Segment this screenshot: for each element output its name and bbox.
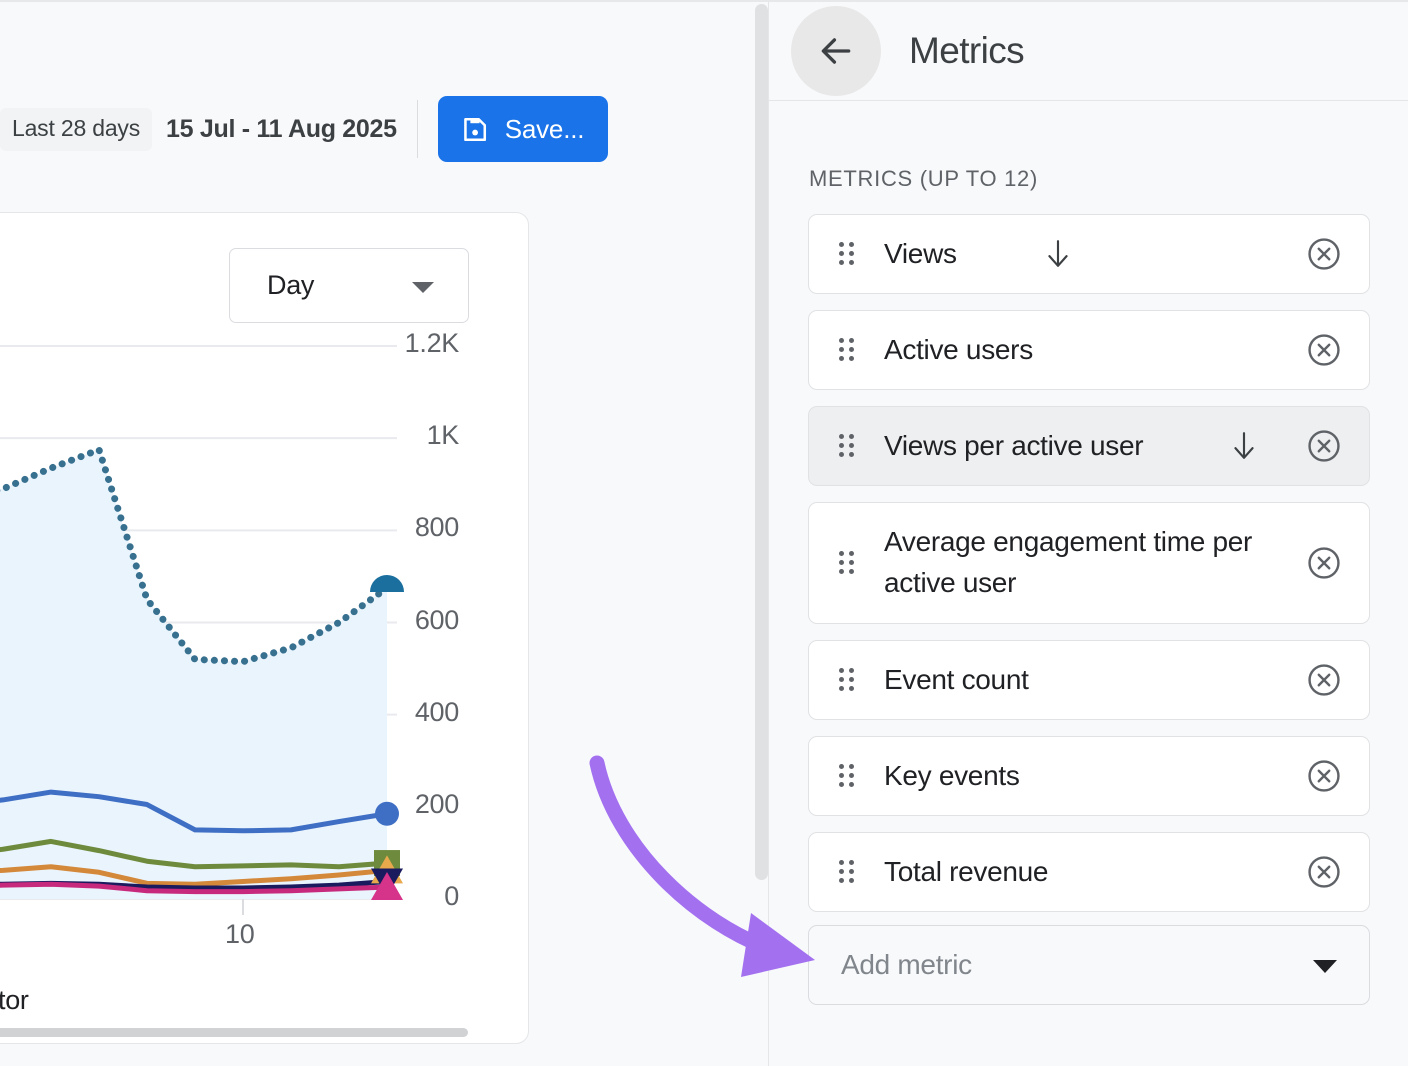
- metric-row[interactable]: Views per active user: [808, 406, 1370, 486]
- chart-ytick-label: 400: [414, 696, 459, 727]
- remove-metric-icon[interactable]: [1307, 237, 1341, 271]
- save-button-label: Save...: [504, 113, 585, 144]
- drag-handle-icon[interactable]: [839, 338, 854, 362]
- chart-horizontal-scrollbar-thumb[interactable]: [0, 1028, 468, 1037]
- page-title: Metrics: [909, 30, 1025, 71]
- chart-series-line: [0, 881, 390, 895]
- chart-series-line: [0, 789, 390, 834]
- date-range-toolbar: Last 28 days 15 Jul - 11 Aug 2025 Save..…: [0, 96, 609, 162]
- report-left-region: Last 28 days 15 Jul - 11 Aug 2025 Save..…: [0, 2, 768, 1066]
- add-metric-select[interactable]: Add metric: [808, 925, 1370, 1005]
- sort-descending-icon[interactable]: [1231, 431, 1257, 461]
- chart-ytick-label: 0: [444, 881, 459, 911]
- save-button[interactable]: Save...: [437, 96, 609, 162]
- granularity-value: Day: [267, 270, 315, 300]
- metric-row[interactable]: Views: [808, 214, 1370, 294]
- chart-end-marker: [370, 574, 404, 592]
- chart-series-line: [0, 446, 391, 666]
- drag-handle-icon[interactable]: [839, 551, 854, 575]
- chart-svg: [0, 345, 404, 915]
- metric-label: Views: [884, 237, 957, 269]
- metric-label: Average engagement time per active user: [884, 526, 1253, 598]
- chart-ytick-label: 800: [414, 512, 459, 543]
- remove-metric-icon[interactable]: [1307, 759, 1341, 793]
- drag-handle-icon[interactable]: [839, 242, 854, 266]
- metric-label: Event count: [884, 663, 1029, 695]
- chart-end-marker: [375, 801, 399, 826]
- metrics-panel-header: Metrics: [769, 2, 1408, 101]
- metrics-section-label: METRICS (UP TO 12): [809, 166, 1038, 191]
- drag-handle-icon[interactable]: [839, 668, 854, 692]
- chart-ytick-label: 600: [414, 604, 459, 635]
- chart-series-line: [0, 838, 390, 870]
- chart-horizontal-scrollbar[interactable]: [0, 1028, 508, 1037]
- drag-handle-icon[interactable]: [839, 434, 854, 458]
- chart-xtick-label: 10: [225, 919, 255, 949]
- chevron-down-icon: [412, 281, 434, 293]
- metric-row[interactable]: Average engagement time per active user: [808, 502, 1370, 624]
- chart-card: Day 0 200 400 600 800 1K 1.2K 10: [0, 212, 529, 1044]
- arrow-left-icon: [821, 38, 851, 64]
- left-region-scrollbar-thumb[interactable]: [755, 4, 768, 880]
- remove-metric-icon[interactable]: [1307, 429, 1341, 463]
- remove-metric-icon[interactable]: [1307, 855, 1341, 889]
- caret-down-icon: [1313, 960, 1337, 973]
- back-button[interactable]: [791, 6, 881, 96]
- metric-row[interactable]: Active users: [808, 310, 1370, 390]
- metric-label: Active users: [884, 333, 1033, 365]
- metric-label: Views per active user: [884, 429, 1144, 461]
- panel-divider: [768, 2, 769, 1066]
- metric-label: Key events: [884, 759, 1020, 791]
- remove-metric-icon[interactable]: [1307, 333, 1341, 367]
- add-metric-placeholder: Add metric: [841, 949, 972, 980]
- chart-area-fill: [0, 449, 387, 899]
- metric-row[interactable]: Total revenue: [808, 832, 1370, 912]
- chart-ytick-label: 200: [414, 788, 459, 819]
- metric-row[interactable]: Event count: [808, 640, 1370, 720]
- toolbar-divider: [416, 100, 418, 158]
- chart-ytick-label: 1.2K: [404, 328, 460, 358]
- top-divider: [0, 0, 1408, 2]
- drag-handle-icon[interactable]: [839, 860, 854, 884]
- sort-descending-icon[interactable]: [1045, 239, 1071, 269]
- date-range-text[interactable]: 15 Jul - 11 Aug 2025: [166, 114, 397, 143]
- chart-end-marker: [371, 872, 403, 901]
- chart-plot: 0 200 400 600 800 1K 1.2K 10: [0, 328, 530, 1033]
- cut-off-axis-label: tor: [0, 985, 29, 1015]
- metric-row[interactable]: Key events: [808, 736, 1370, 816]
- chart-ytick-label: 1K: [426, 420, 460, 451]
- granularity-select[interactable]: Day: [229, 248, 469, 323]
- drag-handle-icon[interactable]: [839, 764, 854, 788]
- metric-label: Total revenue: [884, 855, 1049, 887]
- remove-metric-icon[interactable]: [1307, 663, 1341, 697]
- metrics-list: Views Active users Views per active user Av…: [808, 214, 1370, 928]
- chart-series-line: [0, 864, 390, 887]
- remove-metric-icon[interactable]: [1307, 546, 1341, 580]
- save-icon: [463, 117, 486, 141]
- date-preset-chip[interactable]: Last 28 days: [0, 107, 153, 151]
